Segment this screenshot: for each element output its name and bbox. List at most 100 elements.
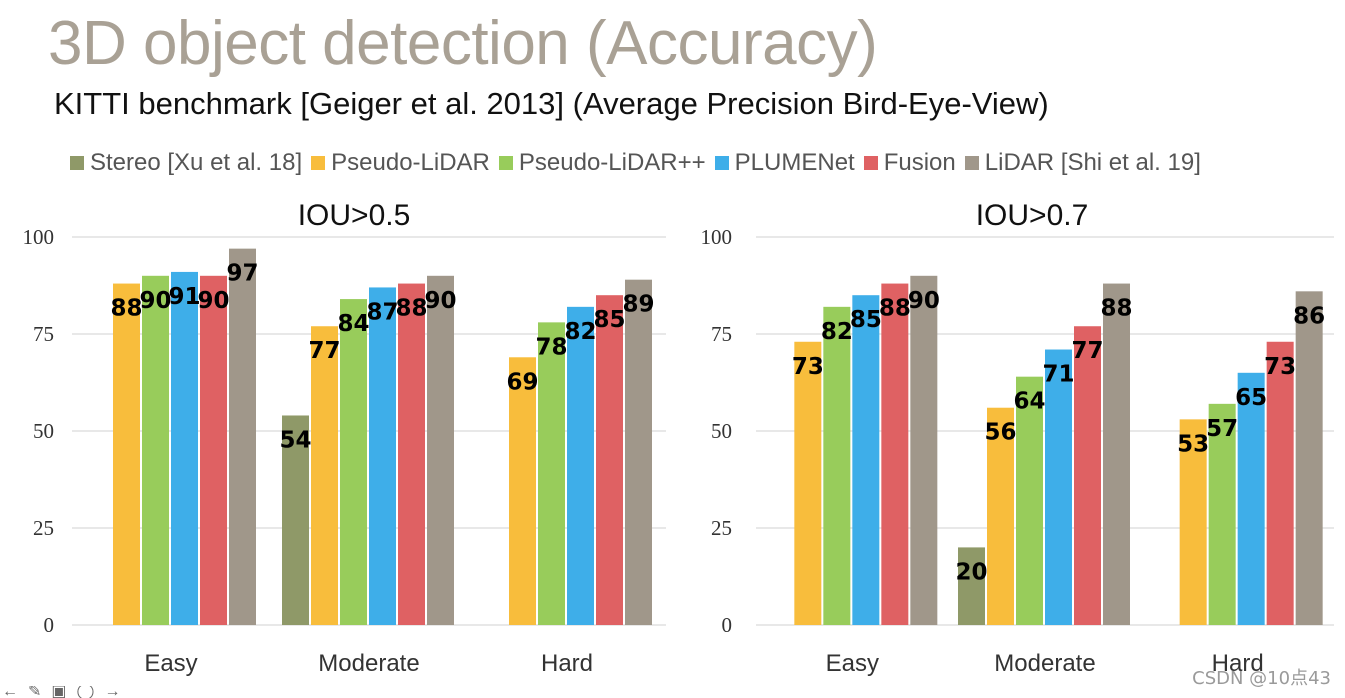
legend-label: PLUMENet <box>734 149 855 176</box>
legend-swatch <box>714 156 729 170</box>
bar-stereo-xu-et-al-18-moderate <box>282 415 309 625</box>
data-label: 56 <box>984 420 1016 446</box>
data-label: 77 <box>1071 338 1103 364</box>
bar-lidar-shi-et-al-19-easy <box>910 275 938 625</box>
data-label: 88 <box>110 296 142 322</box>
chart-title: IOU>0.7 <box>976 199 1089 232</box>
legend-swatch <box>70 156 84 170</box>
data-label: 90 <box>424 288 456 314</box>
chart-iou-0-7: IOU>0.702550751007382858890Easy205664717… <box>701 199 1334 677</box>
data-label: 87 <box>366 299 398 325</box>
bar-plumenet-easy <box>171 271 198 625</box>
bar-fusion-easy <box>200 275 227 625</box>
watermark: CSDN @10点43 <box>1192 668 1331 689</box>
data-label: 78 <box>535 334 567 360</box>
data-label: 88 <box>879 296 911 322</box>
zoom-icon[interactable]: ◯ <box>76 686 95 698</box>
bar-pseudo-lidar-easy <box>142 275 169 625</box>
y-tick-label: 100 <box>701 225 733 249</box>
bar-stereo-xu-et-al-18-moderate <box>958 547 985 625</box>
x-category-label: Moderate <box>994 650 1095 677</box>
x-category-label: Hard <box>541 650 593 677</box>
bar-pseudo-lidar-hard <box>1179 419 1207 625</box>
data-label: 85 <box>593 307 625 333</box>
data-label: 82 <box>564 319 596 345</box>
data-label: 88 <box>395 296 427 322</box>
bar-pseudo-lidar-moderate <box>311 326 338 625</box>
data-label: 86 <box>1293 303 1325 329</box>
chart-legend: Stereo [Xu et al. 18] Pseudo-LiDAR Pseud… <box>70 146 1210 180</box>
legend-item-pseudo-lidar: Pseudo-LiDAR <box>311 149 490 177</box>
bar-lidar-shi-et-al-19-easy <box>229 248 256 625</box>
data-label: 85 <box>850 307 882 333</box>
bar-pseudo-lidar-moderate <box>1016 376 1043 625</box>
bar-pseudo-lidar-hard <box>509 357 536 625</box>
pen-icon[interactable]: ✎ <box>28 686 42 698</box>
y-tick-label: 100 <box>23 225 55 249</box>
x-category-label: Moderate <box>318 650 419 677</box>
slides-icon[interactable]: ▣ <box>51 686 67 698</box>
y-tick-label: 0 <box>722 613 733 637</box>
data-label: 20 <box>955 559 987 585</box>
bar-fusion-moderate <box>1074 326 1101 625</box>
slide-subtitle: KITTI benchmark [Geiger et al. 2013] (Av… <box>54 86 1049 121</box>
legend-item-plumenet: PLUMENet <box>714 149 855 177</box>
forward-arrow-icon[interactable]: → <box>104 686 121 698</box>
data-label: 90 <box>908 288 940 314</box>
bar-pseudo-lidar-easy <box>113 283 140 625</box>
bar-lidar-shi-et-al-19-moderate <box>1103 283 1130 625</box>
y-tick-label: 25 <box>33 516 54 540</box>
bar-fusion-hard <box>596 295 623 625</box>
data-label: 73 <box>1264 354 1296 380</box>
data-label: 71 <box>1042 362 1074 388</box>
legend-item-pseudo-lidar-plus: Pseudo-LiDAR++ <box>498 149 706 177</box>
y-tick-label: 50 <box>711 419 732 443</box>
data-label: 84 <box>337 311 369 337</box>
data-label: 69 <box>506 369 538 395</box>
legend-swatch <box>498 156 513 170</box>
data-label: 65 <box>1235 385 1267 411</box>
data-label: 89 <box>622 292 654 318</box>
legend-item-fusion: Fusion <box>863 149 956 177</box>
bar-pseudo-lidar-hard <box>538 322 565 625</box>
x-category-label: Easy <box>826 650 879 677</box>
data-label: 54 <box>279 427 311 453</box>
bar-pseudo-lidar-easy <box>794 341 822 625</box>
back-arrow-icon[interactable]: ← <box>2 686 18 698</box>
data-label: 90 <box>197 288 229 314</box>
bar-fusion-moderate <box>398 283 425 625</box>
chart-iou-0-5: IOU>0.502550751008890919097Easy547784878… <box>23 199 666 677</box>
y-tick-label: 50 <box>33 419 54 443</box>
x-category-label: Hard <box>1212 650 1264 677</box>
bar-plumenet-hard <box>1237 372 1265 625</box>
data-label: 53 <box>1177 431 1209 457</box>
data-label: 90 <box>139 288 171 314</box>
legend-label: LiDAR [Shi et al. 19] <box>984 149 1201 176</box>
bar-pseudo-lidar-easy <box>823 306 851 625</box>
legend-item-stereo: Stereo [Xu et al. 18] <box>70 149 302 177</box>
data-label: 77 <box>308 338 340 364</box>
data-label: 97 <box>226 261 258 287</box>
bar-pseudo-lidar-moderate <box>340 299 367 625</box>
legend-item-lidar: LiDAR [Shi et al. 19] <box>964 149 1201 177</box>
legend-swatch <box>964 156 979 170</box>
x-category-label: Easy <box>144 650 197 677</box>
legend-swatch <box>311 156 326 170</box>
bar-pseudo-lidar-moderate <box>987 407 1014 625</box>
chart-title: IOU>0.5 <box>298 199 411 232</box>
y-tick-label: 25 <box>711 516 732 540</box>
data-label: 88 <box>1100 296 1132 322</box>
legend-label: Fusion <box>883 149 956 176</box>
bar-plumenet-easy <box>852 295 880 625</box>
bar-lidar-shi-et-al-19-hard <box>625 279 652 625</box>
bar-pseudo-lidar-hard <box>1208 403 1236 625</box>
y-tick-label: 75 <box>33 322 54 346</box>
legend-label: Pseudo-LiDAR <box>331 149 490 176</box>
bar-fusion-easy <box>881 283 909 625</box>
legend-label: Stereo [Xu et al. 18] <box>90 149 303 176</box>
slide-toolbar: ← ✎ ▣ ◯ → <box>0 686 162 698</box>
y-tick-label: 0 <box>44 613 55 637</box>
bar-plumenet-moderate <box>369 287 396 625</box>
bar-lidar-shi-et-al-19-hard <box>1295 291 1323 625</box>
data-label: 57 <box>1206 416 1238 442</box>
